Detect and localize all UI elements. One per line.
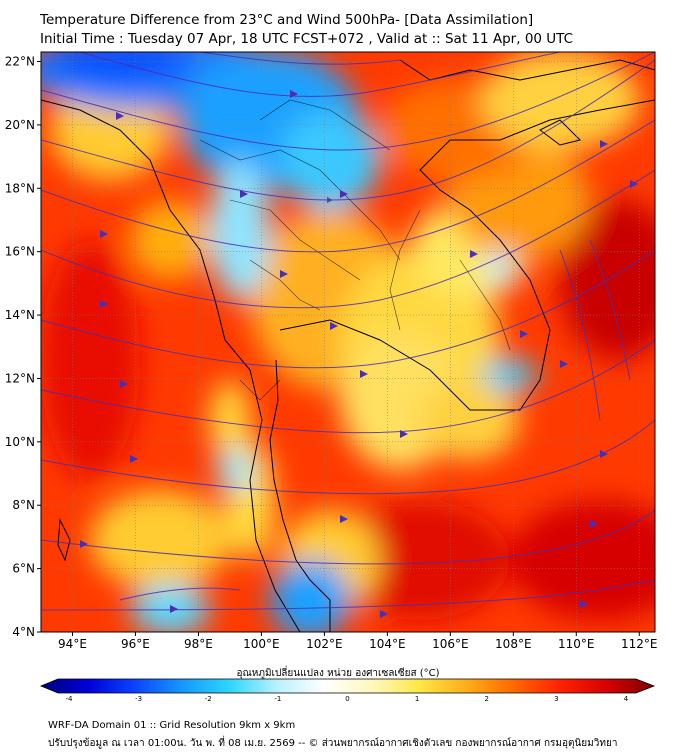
lat-label: 10°N (5, 435, 35, 449)
colorbar-tick-label: 4 (624, 695, 629, 703)
admin-borders (199, 99, 511, 401)
lon-label: 112°E (621, 637, 658, 651)
lat-label: 6°N (12, 562, 35, 576)
lat-label: 4°N (12, 625, 35, 639)
lat-label: 22°N (5, 55, 35, 69)
temperature-field (41, 52, 655, 632)
lat-label: 14°N (5, 308, 35, 322)
lat-label: 16°N (5, 245, 35, 259)
colorbar: -4 -3 -2 -1 0 1 2 3 4 (39, 678, 656, 703)
lon-label: 94°E (58, 637, 87, 651)
lon-label: 104°E (369, 637, 406, 651)
lon-label: 110°E (558, 637, 595, 651)
longitude-labels: 94°E 96°E 98°E 100°E 102°E 104°E 106°E 108°E 110… (58, 632, 658, 651)
colorbar-tick-label: 3 (554, 695, 558, 703)
colorbar-tick-label: -3 (135, 695, 142, 703)
colorbar-title: อุณหภูมิเปลี่ยนแปลง หน่วย องศาเซลเซียส (… (236, 668, 440, 679)
lon-label: 102°E (306, 637, 343, 651)
lon-label: 98°E (184, 637, 213, 651)
lon-label: 96°E (121, 637, 150, 651)
colorbar-ticks: -4 -3 -2 -1 0 1 2 3 4 (66, 695, 629, 703)
footer-credit: ปรับปรุงข้อมูล ณ เวลา 01:00น. วัน พ. ที่… (48, 738, 618, 749)
wind-streamlines (41, 52, 655, 611)
colorbar-tick-label: 0 (345, 695, 349, 703)
lon-label: 100°E (243, 637, 280, 651)
colorbar-tick-label: -1 (274, 695, 281, 703)
colorbar-tick-label: -4 (66, 695, 74, 703)
wind-arrows (80, 90, 638, 618)
lat-label: 8°N (12, 498, 35, 512)
latitude-labels: 22°N 20°N 18°N 16°N 14°N 12°N 10°N 8°N 6°N 4°N (5, 55, 41, 639)
colorbar-tick-label: -2 (205, 695, 212, 703)
lat-label: 12°N (5, 371, 35, 385)
colorbar-tick-label: 2 (485, 695, 489, 703)
lat-label: 18°N (5, 181, 35, 195)
map-subtitle: Initial Time : Tuesday 07 Apr, 18 UTC FC… (40, 31, 574, 47)
map-title: Temperature Difference from 23°C and Win… (40, 12, 534, 28)
lon-label: 108°E (495, 637, 532, 651)
colorbar-tick-label: 1 (415, 695, 419, 703)
lon-label: 106°E (432, 637, 469, 651)
colorbar-scale (39, 678, 656, 694)
lat-label: 20°N (5, 118, 35, 132)
footer-model-info: WRF-DA Domain 01 :: Grid Resolution 9km … (48, 720, 296, 731)
map-frame (40, 51, 656, 633)
